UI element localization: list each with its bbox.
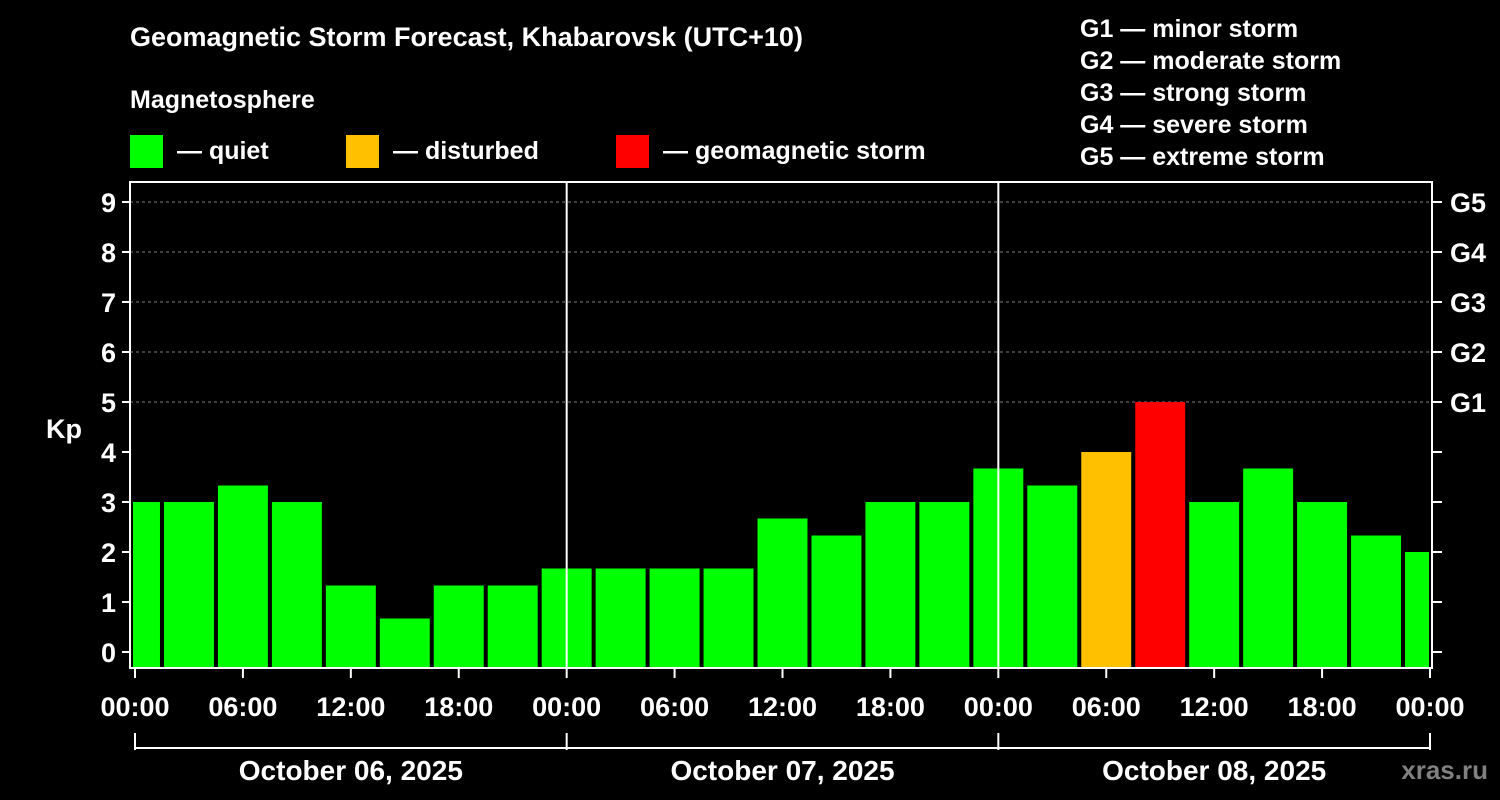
x-tick-label: 06:00 [640, 692, 709, 722]
storm-level-g1: G1 — minor storm [1080, 15, 1299, 43]
kp-bar [133, 502, 160, 668]
kp-bar [703, 568, 754, 668]
kp-bar [379, 618, 430, 668]
kp-bar [433, 585, 484, 668]
kp-bar [1243, 468, 1294, 668]
x-tick-label: 18:00 [424, 692, 493, 722]
storm-level-g5: G5 — extreme storm [1080, 143, 1325, 171]
legend-label-storm: — geomagnetic storm [663, 136, 926, 165]
kp-bar [163, 502, 214, 668]
legend-item-storm: — geomagnetic storm [616, 134, 926, 168]
kp-bar [811, 535, 862, 668]
kp-bar [1297, 502, 1348, 668]
y-tick-label: 1 [101, 588, 116, 618]
kp-bar [757, 518, 808, 668]
legend-swatch-quiet [130, 134, 163, 168]
date-label: October 08, 2025 [1102, 755, 1326, 786]
kp-bar [217, 485, 268, 668]
date-label: October 07, 2025 [670, 755, 894, 786]
y-tick-label: 9 [101, 188, 116, 218]
x-tick-label: 12:00 [1180, 692, 1249, 722]
chart-title: Geomagnetic Storm Forecast, Khabarovsk (… [130, 22, 803, 52]
y-axis-label: Kp [46, 414, 82, 444]
x-tick-label: 00:00 [532, 692, 601, 722]
x-tick-label: 00:00 [1395, 692, 1464, 722]
x-tick-label: 00:00 [100, 692, 169, 722]
g-scale-label: G4 [1450, 238, 1486, 268]
x-tick-label: 18:00 [1288, 692, 1357, 722]
y-tick-label: 8 [101, 238, 116, 268]
g-scale-label: G3 [1450, 288, 1486, 318]
y-tick-label: 6 [101, 338, 116, 368]
g-scale-label: G5 [1450, 188, 1486, 218]
y-tick-label: 3 [101, 488, 116, 518]
kp-bar [1135, 402, 1186, 668]
plot-frame [129, 181, 1433, 669]
kp-bar [1189, 502, 1240, 668]
date-label: October 06, 2025 [239, 755, 463, 786]
kp-bar [649, 568, 700, 668]
storm-level-g3: G3 — strong storm [1080, 79, 1307, 107]
x-tick-label: 12:00 [316, 692, 385, 722]
y-tick-label: 0 [101, 638, 116, 668]
storm-level-g4: G4 — severe storm [1080, 111, 1308, 139]
kp-bar [865, 502, 916, 668]
kp-bar [919, 502, 970, 668]
y-tick-label: 2 [101, 538, 116, 568]
kp-bar [487, 585, 538, 668]
g-scale-label: G1 [1450, 388, 1486, 418]
y-tick-label: 7 [101, 288, 116, 318]
kp-bar [1351, 535, 1402, 668]
kp-bar [1081, 452, 1132, 668]
storm-level-g2: G2 — moderate storm [1080, 47, 1342, 75]
kp-bar [595, 568, 646, 668]
g-scale-label: G2 [1450, 338, 1486, 368]
x-tick-label: 00:00 [964, 692, 1033, 722]
legend-item-disturbed: — disturbed [346, 134, 539, 168]
x-tick-label: 12:00 [748, 692, 817, 722]
legend-swatch-disturbed [346, 134, 379, 168]
watermark: xras.ru [1401, 755, 1488, 785]
kp-bar [1027, 485, 1078, 668]
storm-level-list: G1 — minor storm G2 — moderate storm G3 … [1080, 13, 1341, 173]
x-tick-label: 06:00 [1072, 692, 1141, 722]
x-tick-label: 18:00 [856, 692, 925, 722]
legend-heading: Magnetosphere [130, 86, 315, 114]
kp-bar [271, 502, 322, 668]
y-tick-label: 5 [101, 388, 116, 418]
legend-swatch-storm [616, 134, 649, 168]
legend-label-quiet: — quiet [177, 136, 269, 165]
legend-item-quiet: — quiet [130, 134, 269, 168]
y-tick-label: 4 [101, 438, 116, 468]
legend-label-disturbed: — disturbed [393, 136, 539, 165]
kp-bar [1405, 552, 1429, 668]
kp-bar [325, 585, 376, 668]
x-tick-label: 06:00 [208, 692, 277, 722]
